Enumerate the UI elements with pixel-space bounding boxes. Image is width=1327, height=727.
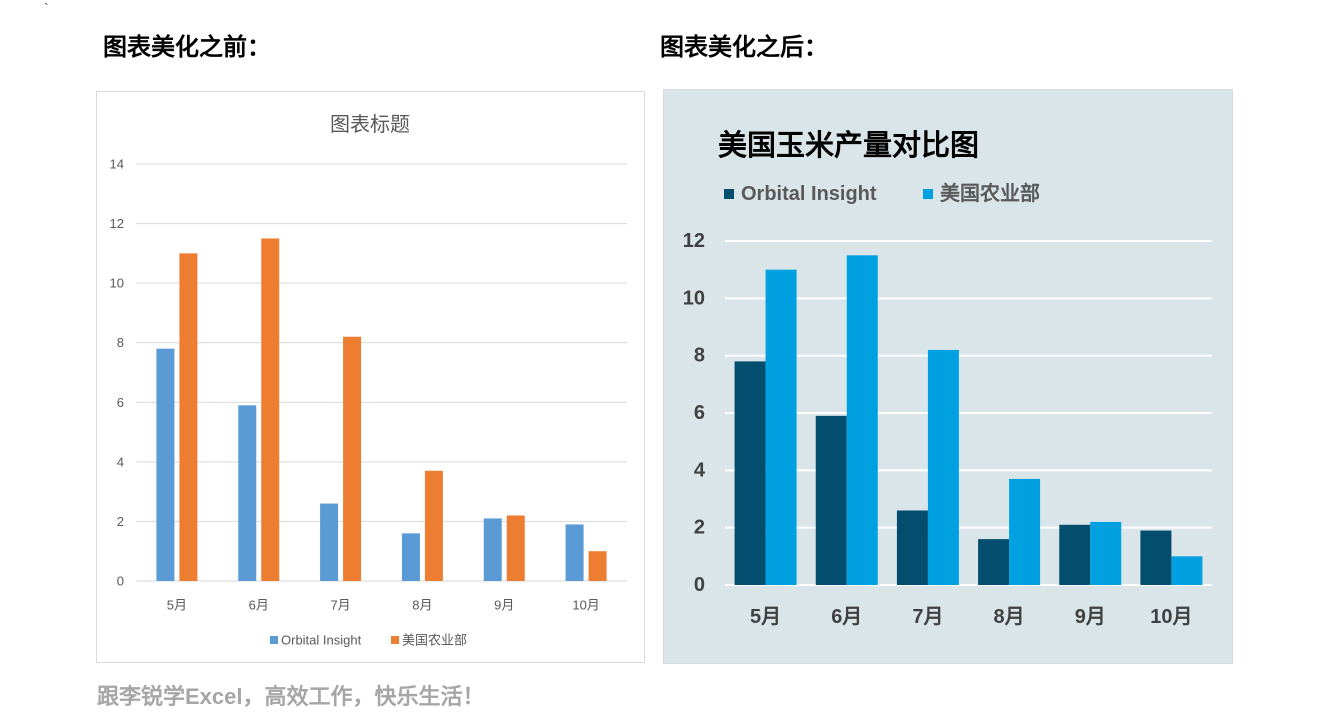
y-tick-label: 12 [683,230,705,252]
bar-orbital-insight [401,533,420,581]
bar-usda [179,253,198,581]
series-orbital-insight [734,361,1172,585]
bar-usda [261,238,280,581]
bar-orbital-insight [238,405,257,581]
y-tick-label: 2 [694,517,705,539]
x-tick-label: 8月 [994,606,1025,628]
legend: Orbital Insight 美国农业部 [270,633,467,648]
legend-swatch-usda [391,636,399,644]
x-tick-label: 10月 [1150,606,1192,628]
corner-mark: ` [44,0,49,16]
y-axis-labels: 0 2 4 6 8 10 12 14 [110,157,124,589]
y-tick-label: 0 [694,574,705,596]
series-usda [765,255,1203,586]
y-tick-label: 8 [117,335,124,350]
legend-label-usda: 美国农业部 [940,181,1040,205]
heading-after: 图表美化之后： [660,34,828,61]
y-tick-label: 10 [683,287,705,309]
chart-before-panel: 图表标题 0 2 4 6 8 10 12 14 5月 6月 7月 8月 9月 10月 Orbital Insi… [96,91,645,663]
x-tick-label: 7月 [912,606,943,628]
bar-usda [343,336,362,581]
bar-orbital-insight [815,415,847,585]
bar-usda [506,515,525,581]
x-tick-label: 10月 [572,598,599,613]
x-tick-label: 6月 [249,598,269,613]
x-tick-label: 8月 [412,598,432,613]
bar-orbital-insight [978,539,1010,585]
x-tick-label: 9月 [1075,606,1106,628]
legend-swatch-usda [923,189,933,199]
bar-orbital-insight [1059,524,1091,585]
y-tick-label: 6 [117,395,124,410]
legend-swatch-orbital-insight [724,189,734,199]
bar-orbital-insight [734,361,766,585]
chart-title: 图表标题 [330,113,410,136]
y-tick-label: 10 [110,276,124,291]
bar-usda [588,551,607,581]
series-orbital-insight [156,348,584,581]
bar-usda [927,349,959,585]
chart-after-svg: 美国玉米产量对比图 0 2 4 6 8 10 12 5月 6月 7月 8月 9月 10月 Orbital I… [683,129,1212,628]
bar-orbital-insight [1140,530,1172,585]
legend-label-orbital-insight: Orbital Insight [281,633,362,648]
chart-title: 美国玉米产量对比图 [718,129,979,162]
bar-usda [1009,478,1041,585]
y-tick-label: 4 [117,454,124,469]
x-axis-labels: 5月 6月 7月 8月 9月 10月 [750,606,1193,628]
chart-before-svg: 图表标题 0 2 4 6 8 10 12 14 5月 6月 7月 8月 9月 10月 Orbital Insi… [110,113,627,648]
y-tick-label: 8 [694,345,705,367]
gridlines [136,163,627,582]
bar-usda [424,470,443,581]
y-tick-label: 14 [110,157,124,172]
bar-usda [1090,521,1122,585]
x-tick-label: 6月 [831,606,862,628]
y-tick-label: 6 [694,402,705,424]
legend: Orbital Insight 美国农业部 [724,181,1040,205]
heading-before: 图表美化之前： [103,34,271,61]
bar-orbital-insight [896,510,928,585]
x-tick-label: 9月 [494,598,514,613]
legend-label-orbital-insight: Orbital Insight [741,183,877,205]
x-tick-label: 5月 [167,598,187,613]
bar-orbital-insight [320,503,339,581]
x-tick-label: 7月 [330,598,350,613]
bar-orbital-insight [483,518,502,581]
x-tick-label: 5月 [750,606,781,628]
gridlines [725,240,1212,586]
bar-usda [846,255,878,586]
x-axis-labels: 5月 6月 7月 8月 9月 10月 [167,598,600,613]
footer-slogan: 跟李锐学Excel，高效工作，快乐生活！ [97,684,485,709]
series-usda [179,238,607,581]
chart-after-panel: 美国玉米产量对比图 0 2 4 6 8 10 12 5月 6月 7月 8月 9月 10月 Orbital I… [663,89,1233,664]
legend-label-usda: 美国农业部 [402,633,467,648]
bar-orbital-insight [156,348,175,581]
bar-usda [1171,556,1203,585]
legend-swatch-orbital-insight [270,636,278,644]
y-tick-label: 0 [117,574,124,589]
y-axis-labels: 0 2 4 6 8 10 12 [683,230,706,596]
y-tick-label: 2 [117,514,124,529]
bar-orbital-insight [565,524,584,581]
y-tick-label: 4 [694,459,706,481]
bar-usda [765,269,797,585]
y-tick-label: 12 [110,216,124,231]
